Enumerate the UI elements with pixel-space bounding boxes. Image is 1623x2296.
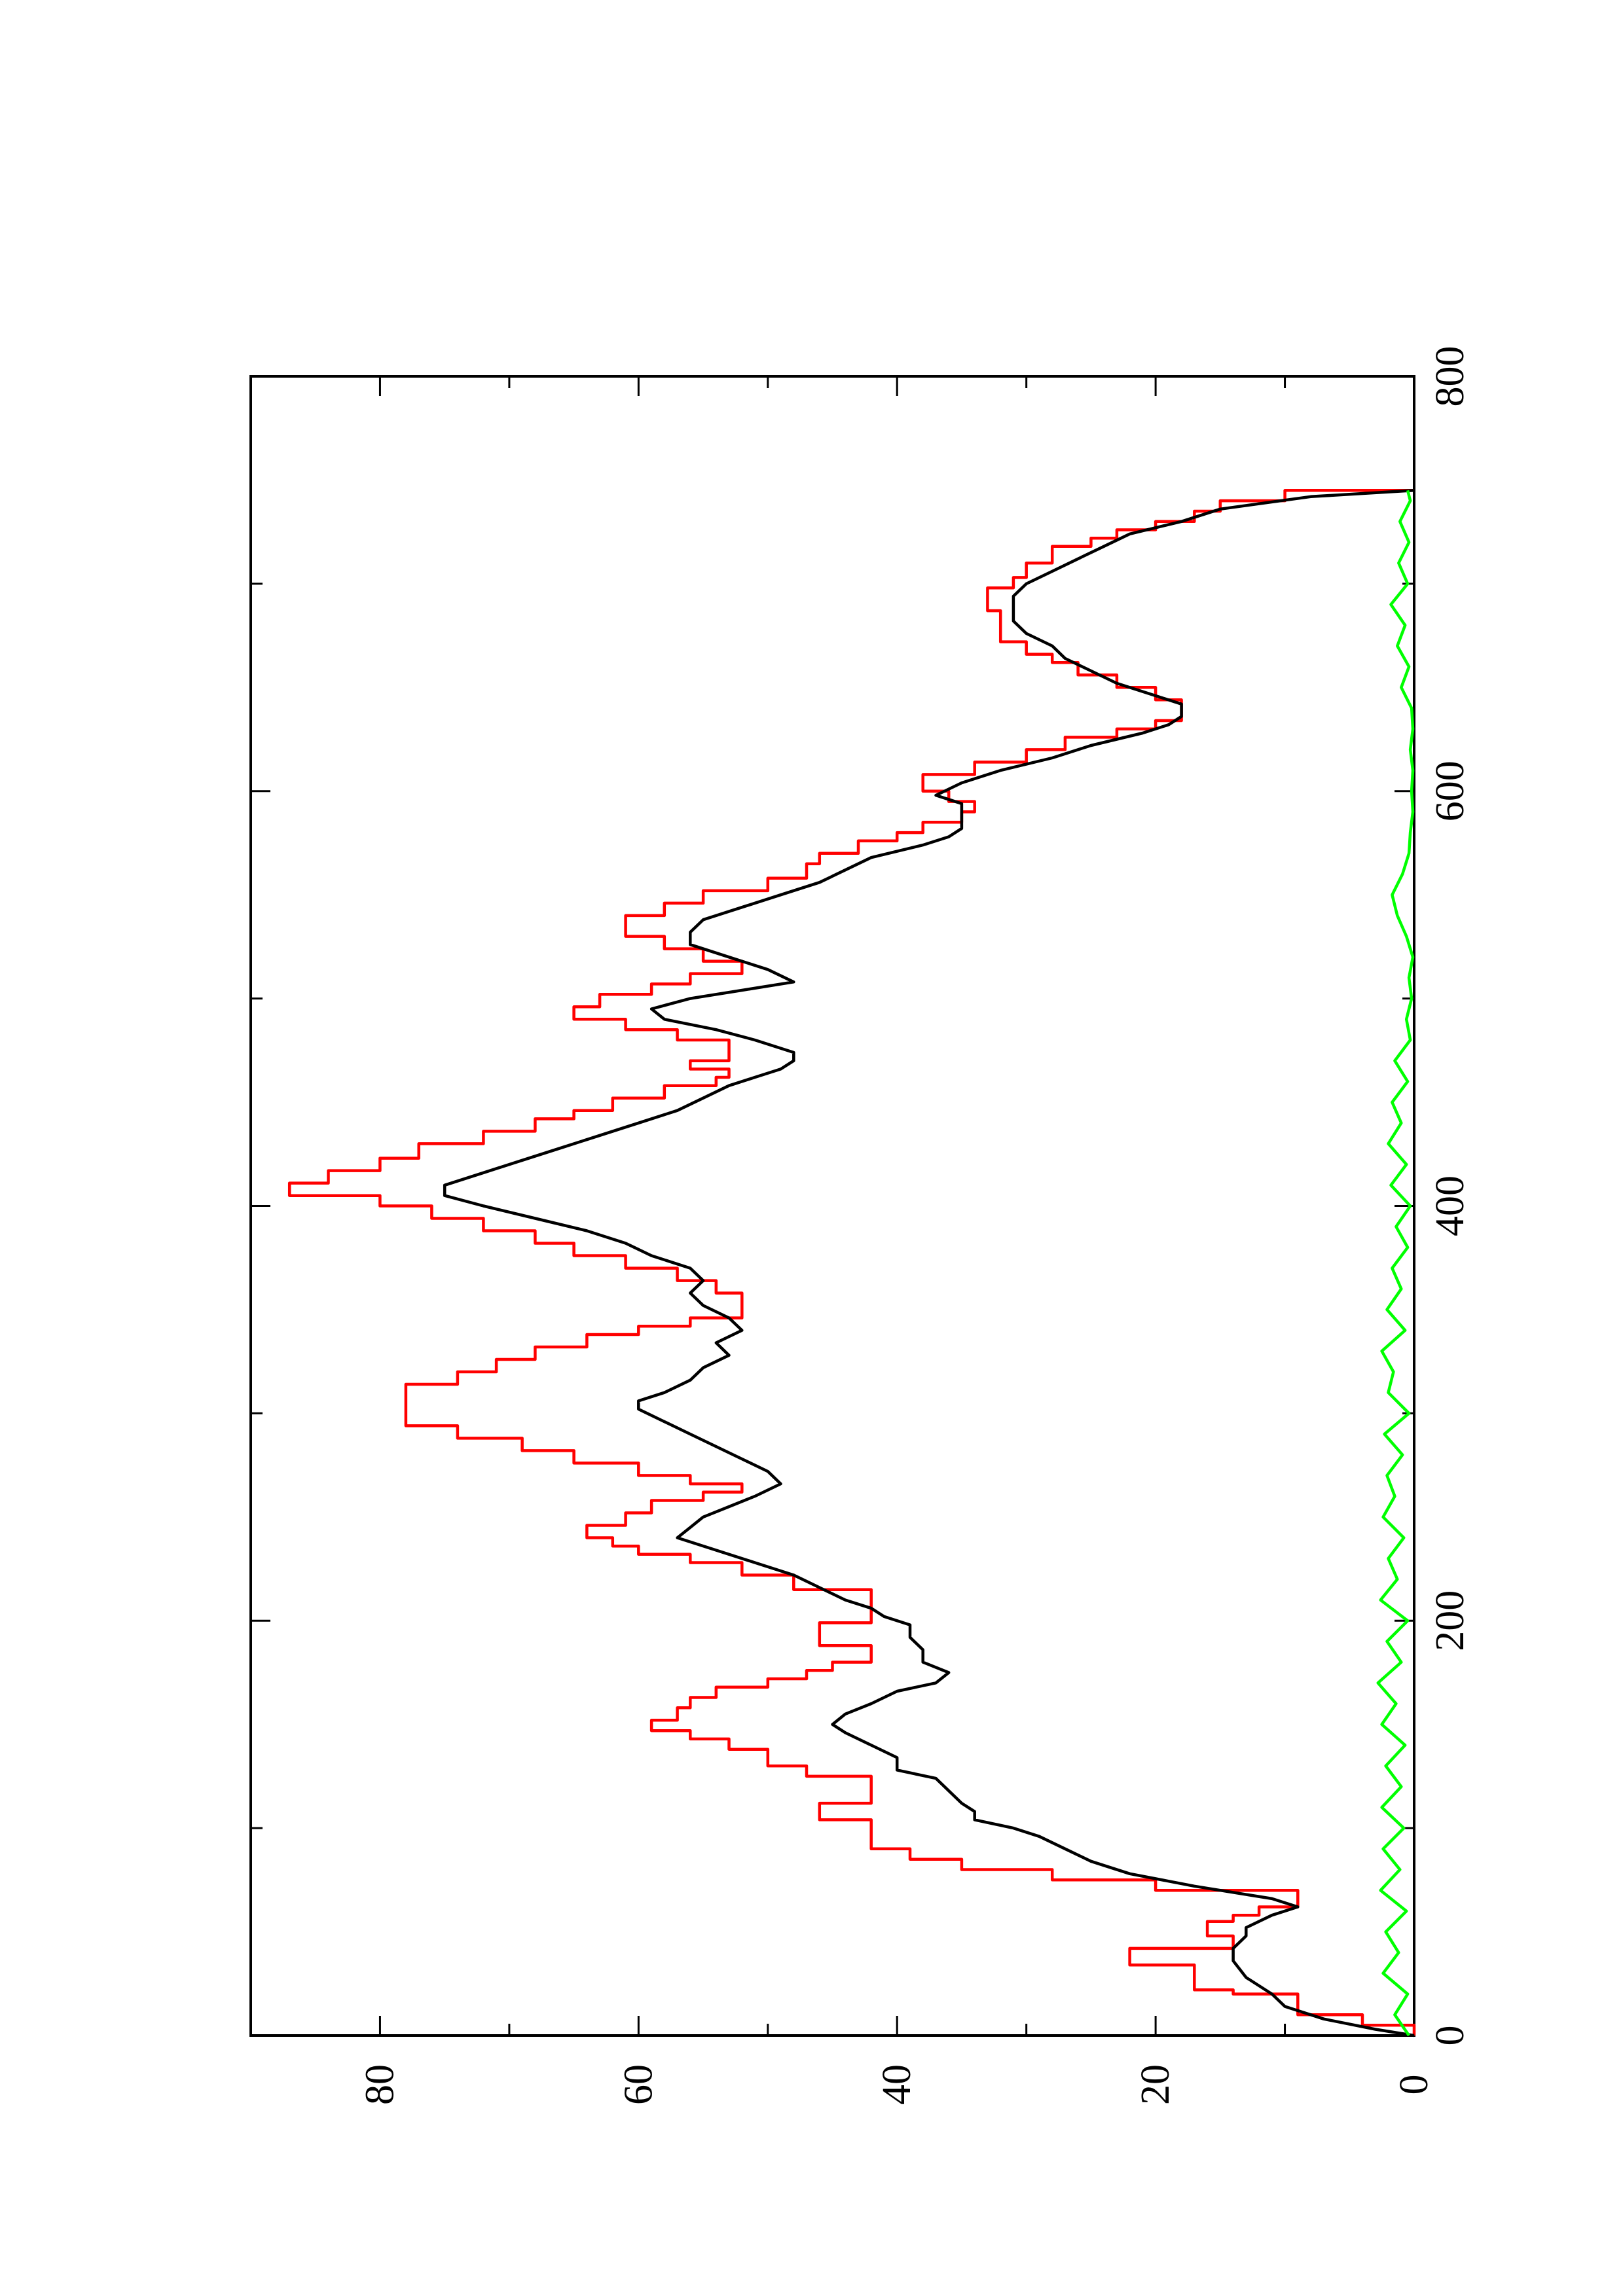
series-line-2 [443,489,1415,2037]
y-tick-label: 80 [357,2064,402,2105]
series-layer [287,489,1416,2037]
tick-labels: 0 200 400 600 800 0 20 40 60 80 [357,346,1472,2106]
y-tick-label: 60 [616,2064,661,2105]
series-line-1 [287,489,1416,2036]
x-tick-label: 400 [1428,1175,1472,1236]
series-line-3 [1376,490,1415,2037]
y-tick-label: 20 [1133,2064,1178,2105]
x-tick-label: 600 [1428,761,1472,821]
x-tick-label: 200 [1428,1590,1472,1651]
x-tick-label: 0 [1428,2026,1472,2046]
y-tick-label: 40 [875,2064,919,2105]
x-tick-label: 800 [1428,346,1472,407]
y-tick-label: 0 [1392,2075,1436,2095]
